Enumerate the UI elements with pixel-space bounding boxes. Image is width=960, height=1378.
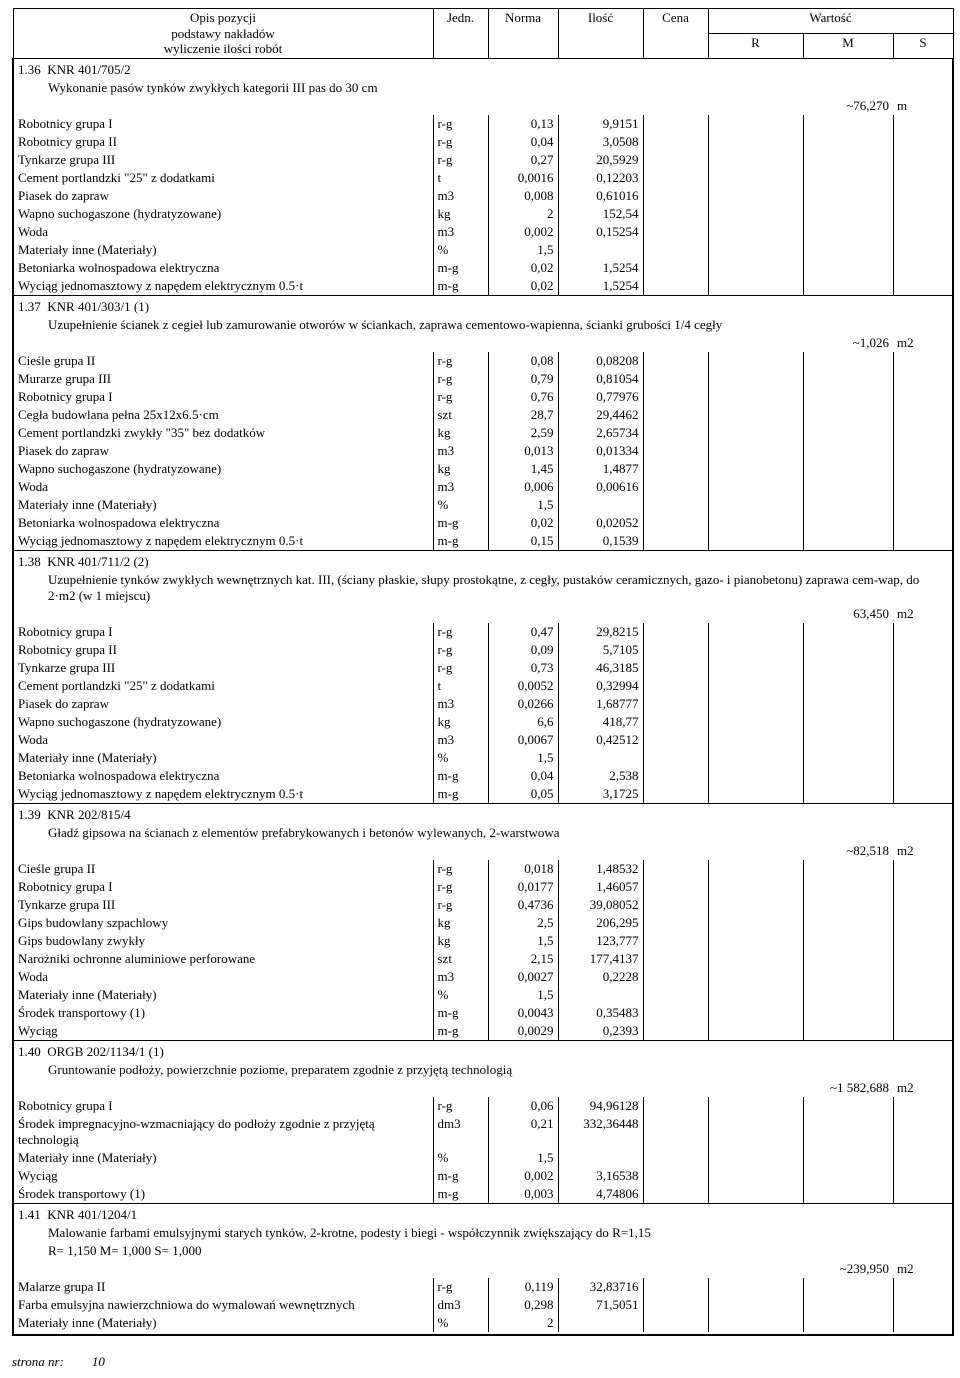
table-row: Narożniki ochronne aluminiowe perforowan… xyxy=(13,950,953,968)
table-row: Materiały inne (Materiały)%1,5 xyxy=(13,496,953,514)
col-r: R xyxy=(708,33,803,58)
table-row: Tynkarze grupa IIIr-g0,2720,5929 xyxy=(13,151,953,169)
table-row: Wapno suchogaszone (hydratyzowane)kg1,45… xyxy=(13,460,953,478)
table-row: Robotnicy grupa IIr-g0,043,0508 xyxy=(13,133,953,151)
section-title: Uzupełnienie ścianek z cegieł lub zamuro… xyxy=(13,316,953,334)
col-desc: Opis pozycji podstawy nakładów wyliczeni… xyxy=(13,9,433,59)
page-footer: strona nr: 10 xyxy=(12,1354,948,1370)
table-row: Murarze grupa IIIr-g0,790,81054 xyxy=(13,370,953,388)
table-row: Piasek do zaprawm30,0080,61016 xyxy=(13,187,953,205)
cost-estimate-table: Opis pozycji podstawy nakładów wyliczeni… xyxy=(12,8,954,1336)
table-row: Cement portlandzki "25" z dodatkamit0,00… xyxy=(13,677,953,695)
section-heading: 1.41 KNR 401/1204/1 xyxy=(13,1206,953,1224)
table-row: Gips budowlany szpachlowykg2,5206,295 xyxy=(13,914,953,932)
table-row: Robotnicy grupa Ir-g0,0694,96128 xyxy=(13,1097,953,1115)
section-subtitle: R= 1,150 M= 1,000 S= 1,000 xyxy=(13,1242,953,1260)
col-norm: Norma xyxy=(488,9,558,59)
table-row: Betoniarka wolnospadowa elektrycznam-g0,… xyxy=(13,514,953,532)
table-row: Cieśle grupa IIr-g0,080,08208 xyxy=(13,352,953,370)
table-row: Cement portlandzki zwykły "35" bez dodat… xyxy=(13,424,953,442)
table-row: Robotnicy grupa Ir-g0,139,9151 xyxy=(13,115,953,133)
section-sum: 63,450m2 xyxy=(13,605,953,623)
table-row: Robotnicy grupa Ir-g0,4729,8215 xyxy=(13,623,953,641)
section-title: Gruntowanie podłoży, powierzchnie poziom… xyxy=(13,1061,953,1079)
table-row: Materiały inne (Materiały)%1,5 xyxy=(13,241,953,259)
section-heading: 1.37 KNR 401/303/1 (1) xyxy=(13,298,953,316)
table-row: Robotnicy grupa Ir-g0,760,77976 xyxy=(13,388,953,406)
section-title: Malowanie farbami emulsyjnymi starych ty… xyxy=(13,1224,953,1242)
section-sum: ~1,026m2 xyxy=(13,334,953,352)
section-sum: ~82,518m2 xyxy=(13,842,953,860)
table-row: Wyciąg jednomasztowy z napędem elektrycz… xyxy=(13,532,953,551)
table-row: Wodam30,00670,42512 xyxy=(13,731,953,749)
section-title: Gładź gipsowa na ścianach z elementów pr… xyxy=(13,824,953,842)
table-row: Wyciągm-g0,00290,2393 xyxy=(13,1022,953,1041)
table-row: Betoniarka wolnospadowa elektrycznam-g0,… xyxy=(13,259,953,277)
section-heading: 1.40 ORGB 202/1134/1 (1) xyxy=(13,1043,953,1061)
table-row: Środek impregnacyjno-wzmacniający do pod… xyxy=(13,1115,953,1149)
section-sum: ~239,950m2 xyxy=(13,1260,953,1278)
table-row: Betoniarka wolnospadowa elektrycznam-g0,… xyxy=(13,767,953,785)
table-row: Środek transportowy (1)m-g0,0034,74806 xyxy=(13,1185,953,1204)
table-row: Tynkarze grupa IIIr-g0,7346,3185 xyxy=(13,659,953,677)
footer-label: strona nr: xyxy=(12,1354,64,1370)
table-row: Tynkarze grupa IIIr-g0,473639,08052 xyxy=(13,896,953,914)
table-row: Gips budowlany zwykłykg1,5123,777 xyxy=(13,932,953,950)
table-row: Materiały inne (Materiały)%1,5 xyxy=(13,986,953,1004)
col-unit: Jedn. xyxy=(433,9,488,59)
col-value: Wartość xyxy=(708,9,953,34)
section-heading: 1.38 KNR 401/711/2 (2) xyxy=(13,553,953,571)
table-row: Piasek do zaprawm30,0130,01334 xyxy=(13,442,953,460)
table-row: Wodam30,0020,15254 xyxy=(13,223,953,241)
table-row: Wyciąg jednomasztowy z napędem elektrycz… xyxy=(13,277,953,296)
table-row: Wodam30,0060,00616 xyxy=(13,478,953,496)
table-row: Piasek do zaprawm30,02661,68777 xyxy=(13,695,953,713)
table-row: Cieśle grupa IIr-g0,0181,48532 xyxy=(13,860,953,878)
section-heading: 1.36 KNR 401/705/2 xyxy=(13,61,953,79)
section-sum: ~76,270m xyxy=(13,97,953,115)
section-title: Uzupełnienie tynków zwykłych wewnętrznyc… xyxy=(13,571,953,605)
table-row: Cegła budowlana pełna 25x12x6.5·cmszt28,… xyxy=(13,406,953,424)
table-row: Robotnicy grupa Ir-g0,01771,46057 xyxy=(13,878,953,896)
section-heading: 1.39 KNR 202/815/4 xyxy=(13,806,953,824)
table-row: Materiały inne (Materiały)%1,5 xyxy=(13,1149,953,1167)
section-sum: ~1 582,688m2 xyxy=(13,1079,953,1097)
table-row: Materiały inne (Materiały)%1,5 xyxy=(13,749,953,767)
col-qty: Ilość xyxy=(558,9,643,59)
table-row: Wyciągm-g0,0023,16538 xyxy=(13,1167,953,1185)
col-m: M xyxy=(803,33,893,58)
table-row: Wapno suchogaszone (hydratyzowane)kg2152… xyxy=(13,205,953,223)
table-row: Wodam30,00270,2228 xyxy=(13,968,953,986)
table-row: Materiały inne (Materiały)%2 xyxy=(13,1314,953,1332)
table-row: Cement portlandzki "25" z dodatkamit0,00… xyxy=(13,169,953,187)
footer-page: 10 xyxy=(92,1354,105,1370)
table-header: Opis pozycji podstawy nakładów wyliczeni… xyxy=(13,9,953,59)
table-row: Robotnicy grupa IIr-g0,095,7105 xyxy=(13,641,953,659)
table-row: Malarze grupa IIr-g0,11932,83716 xyxy=(13,1278,953,1296)
table-row: Farba emulsyjna nawierzchniowa do wymalo… xyxy=(13,1296,953,1314)
table-row: Wyciąg jednomasztowy z napędem elektrycz… xyxy=(13,785,953,804)
section-title: Wykonanie pasów tynków zwykłych kategori… xyxy=(13,79,953,97)
col-s: S xyxy=(893,33,953,58)
table-row: Wapno suchogaszone (hydratyzowane)kg6,64… xyxy=(13,713,953,731)
col-price: Cena xyxy=(643,9,708,59)
table-body: 1.36 KNR 401/705/2Wykonanie pasów tynków… xyxy=(13,58,953,1335)
table-row: Środek transportowy (1)m-g0,00430,35483 xyxy=(13,1004,953,1022)
